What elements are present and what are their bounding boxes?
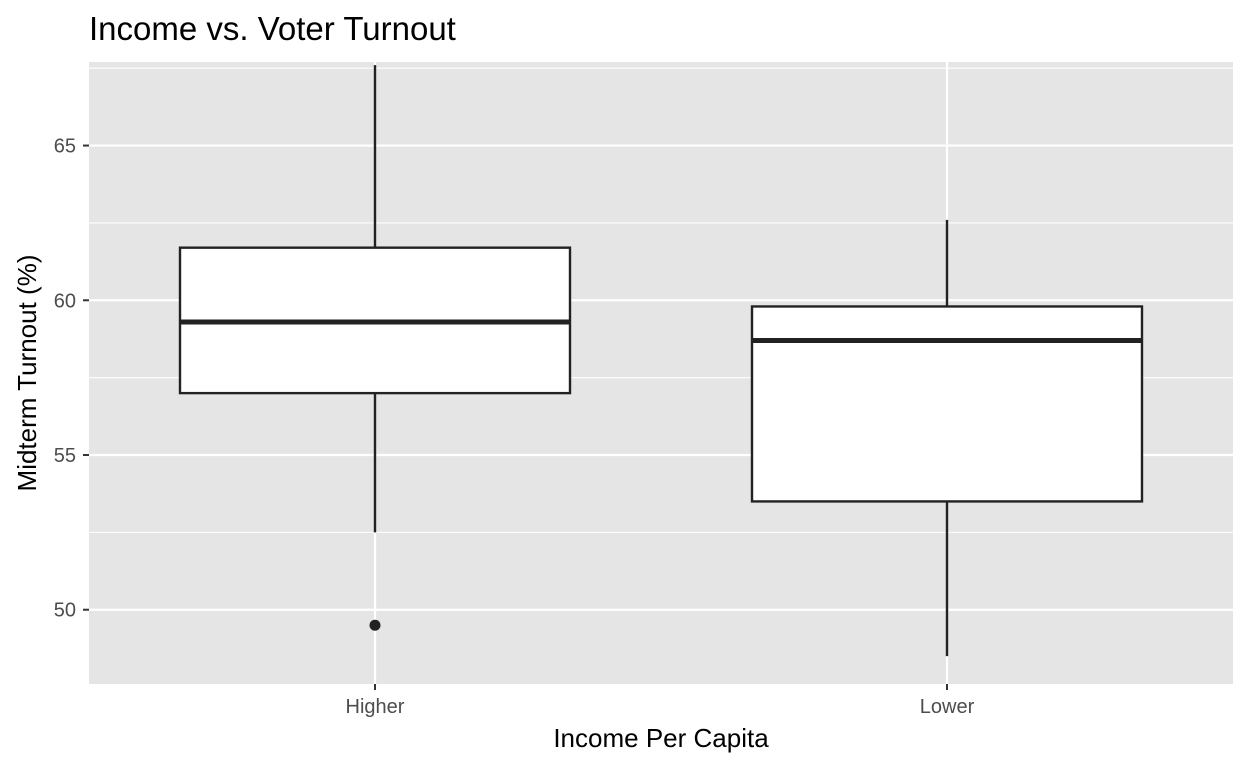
box-body [750, 305, 1144, 503]
box-higher [178, 65, 572, 631]
y-tick-label: 65 [54, 136, 76, 158]
x-tick-label: Lower [920, 696, 975, 718]
y-axis-title: Midterm Turnout (%) [12, 255, 42, 492]
y-tick-label: 50 [54, 600, 76, 622]
boxes [178, 65, 1144, 657]
x-axis-title: Income Per Capita [553, 723, 769, 753]
outlier-point [369, 619, 381, 631]
box-lower [750, 219, 1144, 657]
x-tick-label: Higher [346, 696, 405, 718]
axes: 50 55 60 65 Higher Lower [54, 136, 975, 718]
y-tick-label: 55 [54, 445, 76, 467]
y-tick-label: 60 [54, 290, 76, 312]
chart-title: Income vs. Voter Turnout [89, 10, 456, 47]
